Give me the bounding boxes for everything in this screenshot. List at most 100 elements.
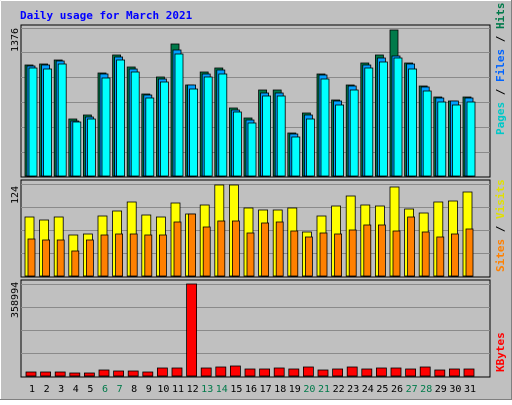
legend-files: Files [494, 49, 507, 82]
bar-sites-day-4 [71, 250, 80, 277]
legend-panel-2: Sites / Visits [494, 179, 507, 272]
bar-sites-day-13 [202, 226, 211, 277]
x-tick-label-day-5: 5 [87, 384, 93, 395]
x-tick-label-day-30: 30 [449, 384, 461, 395]
bar-pages-day-2 [43, 68, 52, 177]
bar-sites-day-2 [42, 239, 50, 277]
bar-sites-day-27 [407, 216, 416, 277]
bar-pages-day-26 [393, 57, 403, 177]
bar-sites-day-29 [436, 236, 445, 277]
x-tick-label-day-20: 20 [303, 384, 315, 395]
panel-3-ymax-label: 358994 [10, 282, 21, 318]
bar-pages-day-23 [349, 89, 359, 177]
bar-kbytes-day-15 [229, 365, 241, 377]
bar-kbytes-day-2 [40, 371, 51, 377]
bar-sites-day-30 [450, 233, 459, 277]
bar-pages-day-7 [116, 59, 125, 177]
x-tick-label-day-22: 22 [333, 384, 345, 395]
x-tick-label-day-17: 17 [260, 384, 272, 395]
bar-pages-day-21 [320, 78, 330, 177]
chart-title: Daily usage for March 2021 [20, 9, 193, 22]
x-tick-label-day-25: 25 [376, 384, 388, 395]
legend-panel-3: KBytes [494, 332, 507, 372]
x-tick-label-day-12: 12 [187, 384, 199, 395]
bar-sites-day-22 [334, 233, 343, 277]
x-tick-label-day-8: 8 [131, 384, 137, 395]
bar-pages-day-9 [145, 97, 155, 177]
bar-kbytes-day-25 [375, 367, 387, 377]
bar-sites-day-16 [246, 232, 255, 277]
panel-1-ymax-label: 1376 [10, 28, 21, 52]
bar-kbytes-day-22 [332, 368, 344, 377]
bar-kbytes-day-11 [171, 367, 183, 377]
bar-sites-day-23 [348, 229, 357, 277]
bar-sites-day-1 [27, 238, 36, 277]
bar-kbytes-day-24 [361, 368, 373, 377]
bar-sites-day-6 [100, 234, 109, 277]
bar-kbytes-day-18 [273, 367, 285, 377]
bar-kbytes-day-14 [215, 366, 227, 377]
bar-sites-day-21 [319, 232, 328, 277]
legend-visits: Visits [494, 179, 507, 219]
bar-sites-day-14 [217, 220, 226, 277]
bar-pages-day-4 [72, 121, 82, 177]
bar-sites-day-15 [231, 220, 240, 277]
bar-pages-day-24 [364, 67, 374, 177]
bar-pages-day-16 [247, 122, 257, 177]
bar-kbytes-day-13 [200, 367, 212, 377]
x-tick-label-day-15: 15 [230, 384, 242, 395]
bar-kbytes-day-5 [84, 372, 95, 377]
x-tick-label-day-1: 1 [29, 384, 35, 395]
bar-kbytes-day-17 [259, 368, 271, 377]
bar-sites-day-11 [173, 221, 182, 277]
bar-kbytes-day-20 [302, 366, 314, 377]
bar-kbytes-day-10 [156, 367, 168, 377]
bar-sites-day-24 [363, 224, 372, 277]
x-tick-label-day-18: 18 [274, 384, 286, 395]
x-tick-label-day-26: 26 [391, 384, 403, 395]
x-tick-label-day-28: 28 [420, 384, 432, 395]
legend-sites: Sites [494, 239, 507, 272]
bar-pages-day-10 [159, 81, 169, 177]
legend-sep-3: / [494, 219, 507, 239]
bar-pages-day-12 [189, 88, 199, 177]
bar-kbytes-day-26 [390, 367, 402, 377]
bar-sites-day-19 [290, 230, 299, 277]
x-tick-label-day-21: 21 [318, 384, 330, 395]
bar-sites-day-12 [188, 213, 197, 277]
bar-pages-day-11 [174, 53, 184, 177]
x-tick-label-day-14: 14 [216, 384, 228, 395]
bar-pages-day-14 [218, 73, 228, 177]
bar-sites-day-9 [144, 234, 153, 277]
bar-kbytes-day-3 [54, 371, 66, 377]
x-tick-label-day-2: 2 [44, 384, 50, 395]
bar-pages-day-25 [378, 61, 388, 177]
x-tick-label-day-7: 7 [117, 384, 123, 395]
x-axis-labels: 1 2 3 4 5 6 7 8 9 10 11 12 13 14 15 16 17 18 19 20 21 22 23 24 2… [29, 384, 476, 395]
x-tick-label-day-10: 10 [157, 384, 169, 395]
bar-pages-day-30 [451, 104, 461, 177]
bar-sites-day-10 [158, 234, 167, 277]
bar-kbytes-day-31 [463, 368, 475, 377]
bar-pages-day-22 [335, 104, 345, 177]
x-tick-label-day-19: 19 [289, 384, 301, 395]
bar-pages-day-20 [305, 118, 315, 177]
bar-kbytes-day-28 [419, 366, 431, 377]
panel-3-background [20, 279, 491, 378]
legend-kbytes: KBytes [494, 332, 507, 372]
x-tick-label-day-27: 27 [406, 384, 418, 395]
x-tick-label-day-23: 23 [347, 384, 359, 395]
bar-pages-day-13 [203, 76, 213, 177]
x-tick-label-day-6: 6 [102, 384, 108, 395]
x-tick-label-day-13: 13 [201, 384, 213, 395]
bar-pages-day-3 [57, 63, 67, 177]
bar-pages-day-15 [232, 111, 242, 177]
bar-pages-day-8 [130, 71, 140, 177]
bar-pages-day-28 [422, 90, 432, 177]
bar-kbytes-day-7 [113, 370, 124, 377]
bar-pages-day-31 [466, 101, 476, 177]
bars-layer [24, 29, 476, 377]
bar-kbytes-day-1 [25, 371, 37, 377]
bar-sites-day-17 [261, 222, 270, 277]
